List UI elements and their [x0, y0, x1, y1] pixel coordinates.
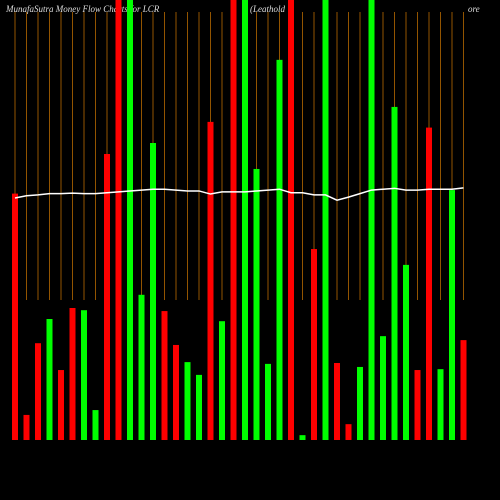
bar: [196, 374, 202, 440]
bar: [115, 0, 122, 440]
bar: [345, 424, 352, 440]
bar: [299, 435, 306, 440]
bar: [12, 193, 18, 440]
bar: [58, 370, 64, 440]
bar: [138, 294, 145, 440]
chart-subtitle: (Leathold: [250, 4, 285, 14]
bar: [184, 362, 191, 440]
bar: [276, 59, 283, 441]
bar: [460, 340, 467, 440]
bar: [46, 319, 53, 440]
bar: [69, 308, 76, 440]
bar: [127, 0, 133, 440]
bar: [265, 363, 271, 440]
corner-note: ore: [468, 4, 480, 14]
bar: [253, 168, 260, 440]
bar: [207, 121, 214, 440]
bar: [104, 154, 110, 440]
bar: [161, 311, 168, 440]
bars: [12, 0, 467, 441]
bar: [92, 410, 99, 440]
bar: [391, 106, 398, 441]
bar: [334, 363, 340, 440]
bar: [449, 190, 455, 440]
bar: [426, 127, 432, 440]
bar: [23, 414, 30, 440]
bar: [219, 321, 225, 440]
bar: [230, 0, 237, 440]
bar: [380, 336, 386, 440]
bar: [414, 370, 421, 440]
bar: [242, 0, 248, 440]
bar: [311, 249, 317, 440]
bar: [173, 344, 179, 440]
bar: [35, 343, 41, 440]
bar: [81, 310, 87, 440]
chart-title: MunafaSutra Money Flow Charts for LCR: [5, 4, 160, 14]
bar: [368, 0, 375, 440]
bar: [437, 369, 444, 440]
bar: [150, 143, 156, 440]
bar: [357, 366, 363, 440]
bar: [288, 0, 294, 440]
bar: [322, 0, 329, 440]
money-flow-line: [14, 187, 464, 201]
bar: [403, 264, 409, 440]
